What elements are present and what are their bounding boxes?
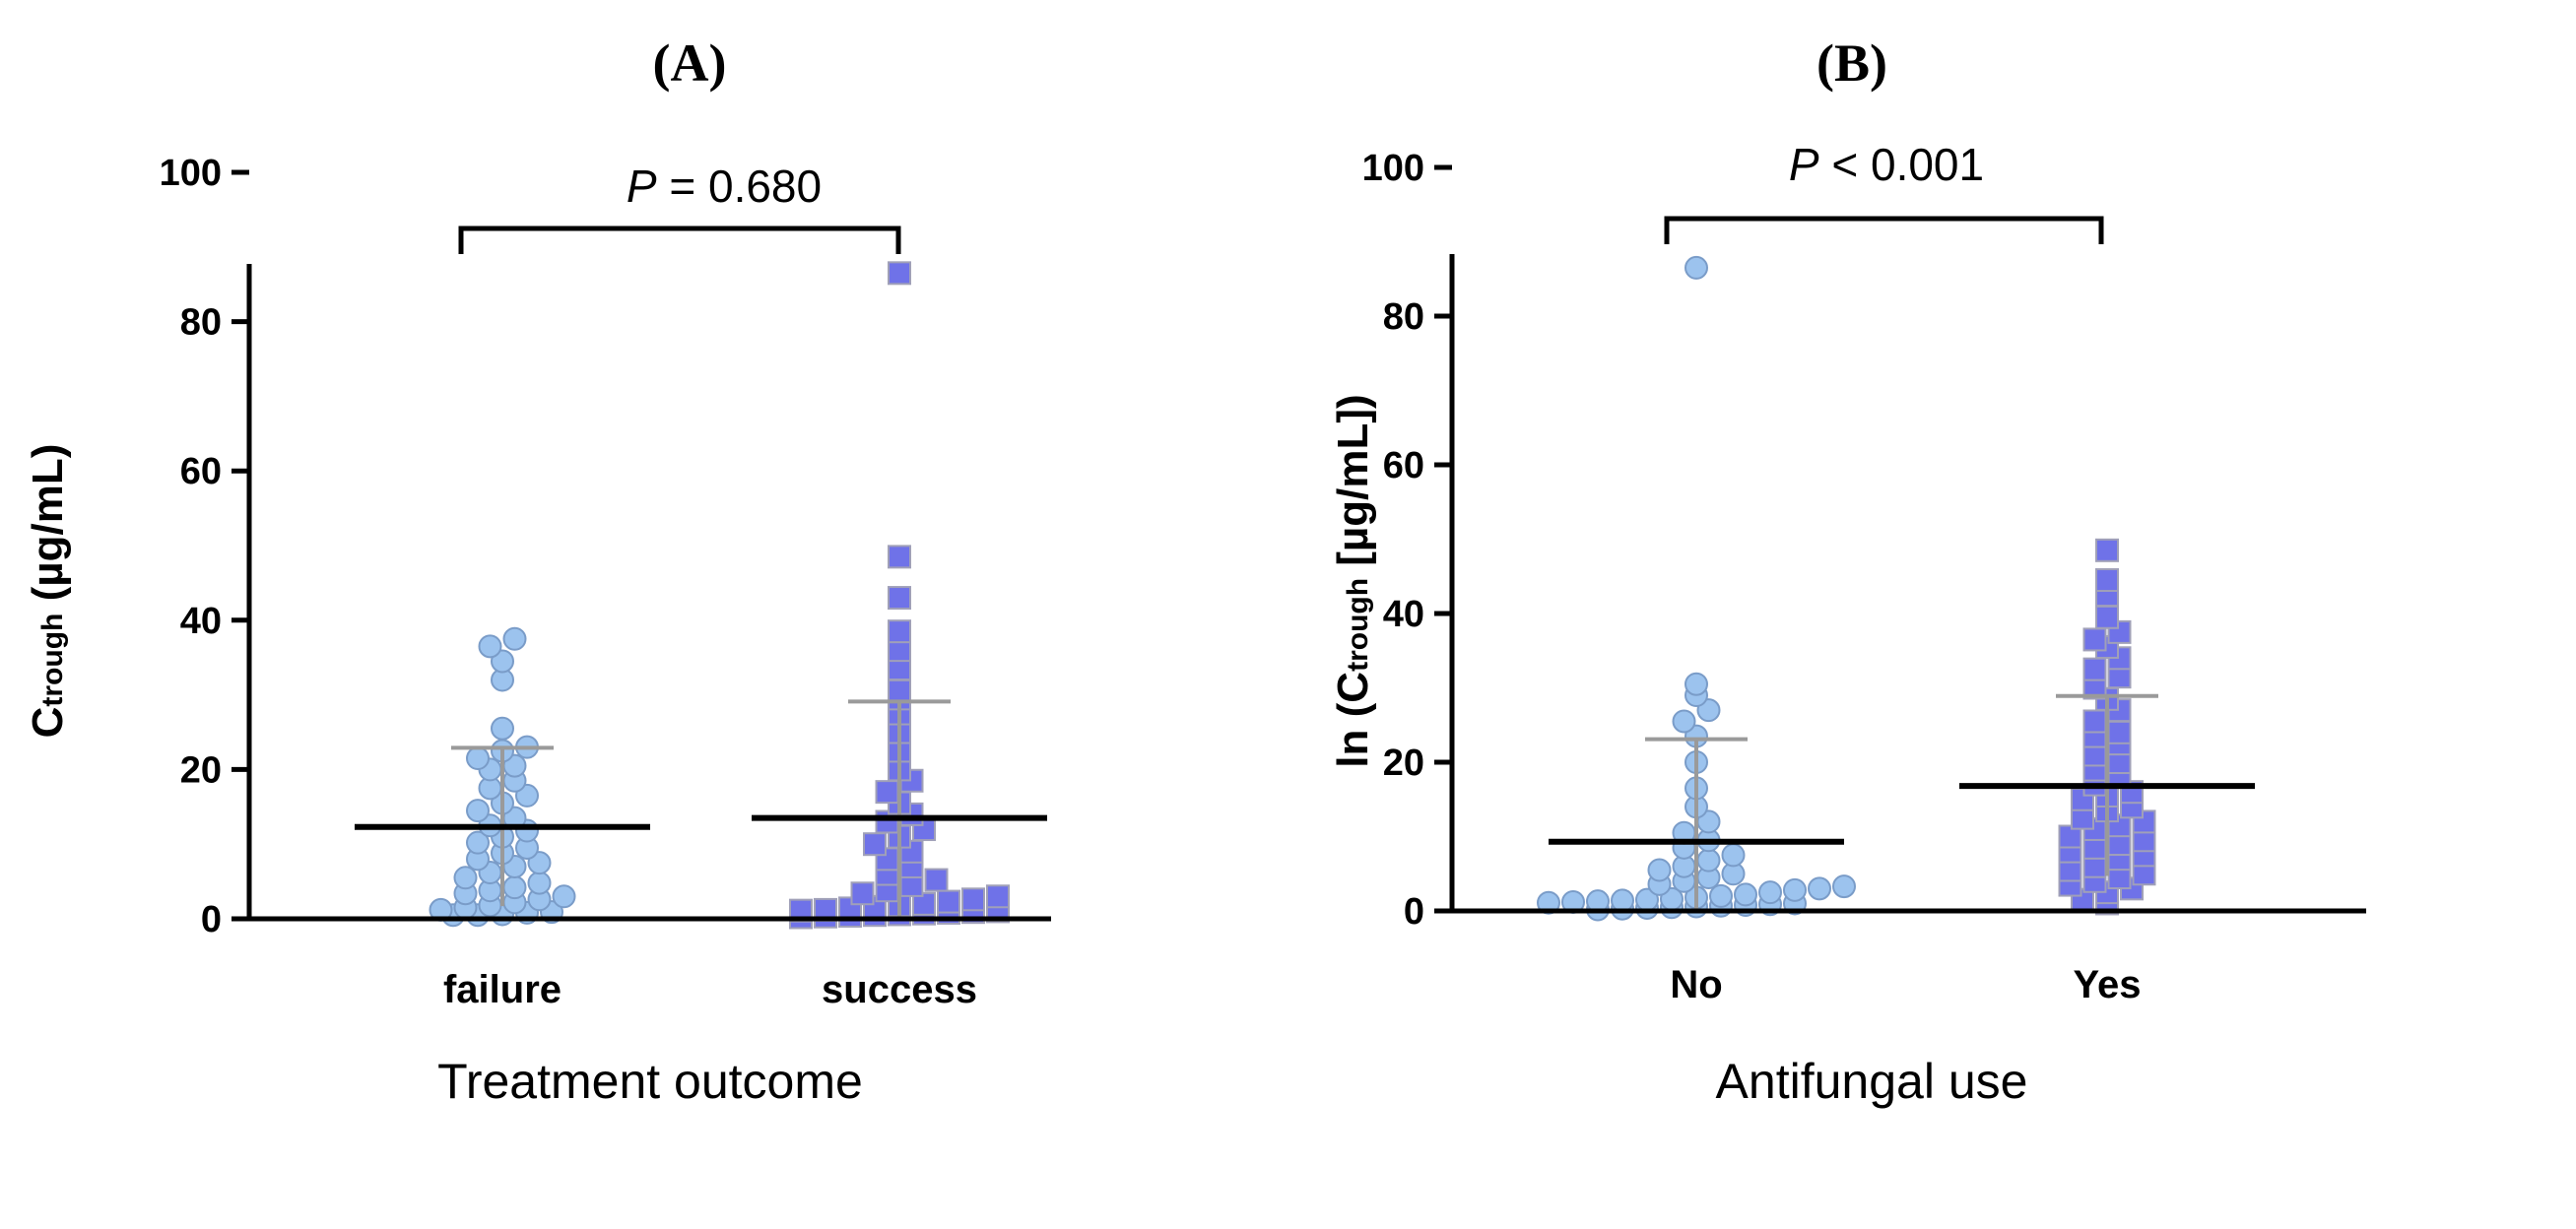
panel-b-pvalue-prefix: P	[1789, 139, 1819, 190]
panel-a-point-failure	[453, 866, 478, 890]
panel-a-y-tick-label: 40	[180, 601, 222, 642]
panel-b-y-tick-label: 40	[1383, 594, 1424, 635]
panel-b-pvalue: P < 0.001	[1789, 139, 1984, 190]
panel-b-y-tick-label: 100	[1362, 148, 1424, 189]
panel-a-y-label-sub: trough	[36, 614, 69, 707]
panel-b-y-axis: 0 20 40 60 80 100	[1362, 148, 1452, 933]
panel-b-category-yes: Yes	[2074, 963, 2142, 1006]
panel-b-point-yes	[2095, 568, 2119, 593]
panel-b-title: (B)	[1816, 33, 1887, 93]
panel-a-pvalue-prefix: P	[627, 161, 657, 212]
panel-a-y-tick-label: 100	[160, 153, 222, 194]
panel-a-point-success	[888, 586, 911, 611]
panel-b-y-label-main: ln (C	[1329, 672, 1377, 768]
panel-b-point-yes	[2082, 709, 2107, 734]
panel-a-y-tick-label: 80	[180, 302, 222, 344]
panel-b-point-yes	[2082, 627, 2107, 652]
panel-a-point-failure	[478, 634, 502, 659]
panel-b-category-no: No	[1670, 963, 1722, 1006]
panel-b-y-label: ln (Ctrough [µg/mL])	[1329, 394, 1377, 767]
panel-a-point-success	[875, 780, 899, 805]
panel-b-point-no	[1611, 888, 1634, 913]
panel-a-category-success: success	[822, 968, 977, 1011]
panel-b: (B) P < 0.001 0 20 40 60 80 100 No Yes Antifu…	[1329, 33, 2366, 1109]
panel-a-point-failure	[491, 716, 514, 741]
panel-a-point-failure	[466, 799, 490, 823]
panel-b-point-no	[1647, 858, 1672, 882]
panel-b-point-no	[1709, 883, 1733, 908]
panel-b-pvalue-text: < 0.001	[1819, 139, 1985, 190]
panel-b-y-tick-label: 60	[1383, 445, 1424, 486]
panel-b-point-yes	[2095, 605, 2119, 629]
panel-b-point-no	[1783, 877, 1807, 902]
panel-b-point-no	[1537, 890, 1560, 915]
panel-a-point-failure	[502, 875, 527, 900]
panel-b-point-yes	[2107, 720, 2132, 744]
panel-b-point-no	[1672, 709, 1696, 734]
panel-a-y-tick-label: 20	[180, 749, 222, 791]
panel-b-y-label-sub: trough	[1342, 578, 1374, 672]
panel-b-point-no	[1721, 843, 1746, 868]
panel-b-point-no	[1684, 672, 1708, 696]
panel-a-y-tick-label: 60	[180, 451, 222, 492]
panel-a-point-failure	[466, 830, 490, 855]
panel-b-x-label: Antifungal use	[1716, 1054, 2028, 1109]
panel-a-pvalue: P = 0.680	[627, 161, 822, 212]
panel-a-point-failure	[552, 884, 576, 909]
panel-a-point-success	[937, 889, 960, 914]
panel-b-point-yes	[2058, 824, 2082, 849]
panel-b-significance-bracket	[1664, 216, 2104, 244]
panel-a-x-label: Treatment outcome	[437, 1054, 863, 1109]
panel-a-point-failure	[466, 746, 490, 771]
panel-b-point-no	[1734, 882, 1757, 907]
panel-a-y-label-main: C	[24, 707, 72, 739]
panel-b-point-no	[1684, 255, 1708, 280]
panel-a-point-success	[863, 832, 887, 857]
panel-b-point-yes	[2095, 538, 2119, 562]
panel-a-significance-bracket	[458, 226, 901, 254]
panel-a-title: (A)	[653, 33, 727, 93]
panel-a-point-success	[924, 868, 949, 892]
panel-a-category-failure: failure	[443, 968, 561, 1011]
panel-b-y-tick-label: 80	[1383, 296, 1424, 338]
panel-a: (A) P = 0.680 0 20 40 60 80 100 failure succe…	[24, 33, 1051, 1109]
panel-a-point-success	[986, 884, 1010, 909]
panel-a-point-failure	[527, 871, 552, 895]
panel-b-y-tick-label: 0	[1404, 891, 1424, 933]
panel-a-y-axis: 0 20 40 60 80 100	[160, 153, 249, 940]
panel-b-y-label-unit: [µg/mL])	[1329, 394, 1377, 578]
panel-b-point-yes	[2082, 657, 2107, 681]
panel-a-y-label-unit: (µg/mL)	[24, 444, 72, 614]
panel-a-point-success	[961, 887, 985, 912]
panel-a-point-success	[888, 261, 911, 286]
panel-a-point-success	[888, 619, 911, 644]
panel-b-y-tick-label: 20	[1383, 743, 1424, 784]
panel-b-point-no	[1696, 848, 1721, 873]
panel-a-point-success	[850, 881, 875, 906]
panel-a-point-failure	[502, 626, 527, 651]
panel-b-points	[1537, 255, 2156, 922]
panel-a-point-success	[888, 545, 911, 569]
panel-b-point-no	[1758, 880, 1782, 905]
panel-a-pvalue-text: = 0.680	[657, 161, 823, 212]
panel-b-stats	[1549, 693, 2255, 911]
panel-a-stats	[355, 699, 1047, 919]
panel-a-point-success	[789, 898, 813, 923]
panel-b-point-no	[1808, 876, 1831, 901]
panel-a-y-label: Ctrough (µg/mL)	[24, 444, 72, 739]
panel-b-point-no	[1832, 874, 1856, 899]
panel-a-y-tick-label: 0	[201, 899, 222, 940]
panel-a-point-success	[912, 891, 936, 916]
panel-a-point-success	[888, 679, 911, 703]
